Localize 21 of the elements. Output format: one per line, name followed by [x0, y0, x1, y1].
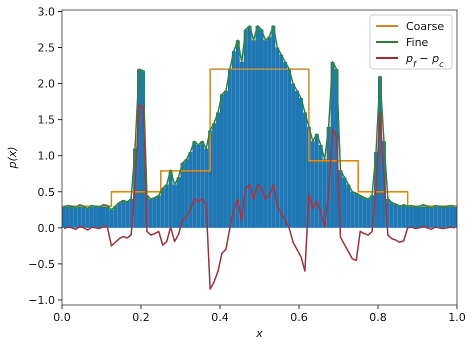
x-tick-label: 0.0 [53, 311, 71, 324]
y-axis-title: p(x) [6, 146, 19, 170]
y-tick-label: 1.5 [38, 114, 55, 127]
x-axis-title: x [255, 327, 264, 340]
y-tick-label: −1.0 [28, 294, 55, 307]
x-tick-label: 0.2 [132, 311, 150, 324]
x-tick-label: 1.0 [448, 311, 466, 324]
legend-label: Fine [406, 36, 429, 49]
y-tick-label: 0.0 [38, 222, 55, 235]
legend-label: Coarse [406, 20, 444, 33]
y-tick-label: 2.5 [38, 42, 55, 55]
legend-label: p$_{f}$ − p$_{c}$ [405, 52, 444, 69]
x-tick-label: 0.6 [290, 311, 308, 324]
y-tick-label: 0.5 [38, 186, 55, 199]
line-series [63, 104, 456, 290]
y-tick-label: −0.5 [28, 258, 55, 271]
y-tick-label: 2.0 [38, 78, 55, 91]
y-tick-label: 1.0 [38, 150, 55, 163]
x-tick-label: 0.4 [211, 311, 229, 324]
y-tick-label: 3.0 [38, 5, 55, 18]
x-tick-label: 0.8 [369, 311, 387, 324]
